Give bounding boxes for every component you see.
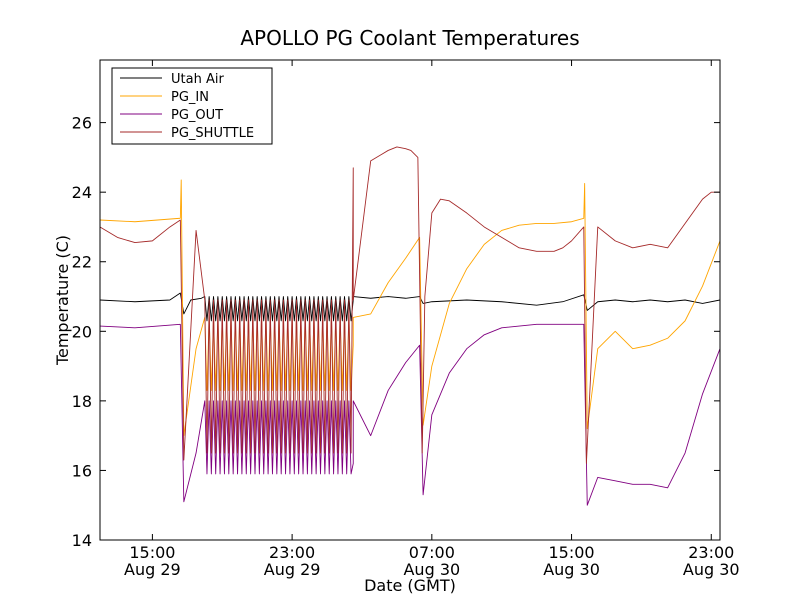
legend-label: PG_OUT bbox=[171, 108, 223, 123]
chart-title: APOLLO PG Coolant Temperatures bbox=[240, 26, 579, 50]
legend-label: PG_IN bbox=[171, 90, 209, 105]
legend: Utah Air PG_IN PG_OUT PG_SHUTTLE bbox=[111, 67, 273, 145]
x-tick-label-time: 23:00 bbox=[688, 543, 734, 562]
x-tick-label-date: Aug 29 bbox=[124, 560, 181, 579]
x-axis-label: Date (GMT) bbox=[364, 576, 456, 595]
x-tick-label-time: 07:00 bbox=[409, 543, 455, 562]
plot-frame bbox=[99, 59, 721, 541]
y-tick-label: 26 bbox=[72, 114, 92, 133]
x-tick-label-time: 23:00 bbox=[269, 543, 315, 562]
y-tick-label: 18 bbox=[72, 392, 92, 411]
x-tick-label-date: Aug 30 bbox=[403, 560, 460, 579]
x-tick-label-date: Aug 30 bbox=[543, 560, 600, 579]
x-tick-label-date: Aug 30 bbox=[683, 560, 740, 579]
y-tick-label: 20 bbox=[72, 322, 92, 341]
series-line-pg-shuttle bbox=[100, 146, 720, 464]
x-tick-label-time: 15:00 bbox=[129, 543, 175, 562]
y-tick-label: 24 bbox=[72, 183, 92, 202]
x-tick-label-date: Aug 29 bbox=[264, 560, 321, 579]
y-axis-label: Temperature (C) bbox=[53, 235, 72, 366]
series-layer bbox=[100, 146, 720, 506]
legend-label: Utah Air bbox=[171, 72, 224, 87]
y-tick-label: 14 bbox=[72, 531, 92, 550]
legend-box bbox=[111, 67, 273, 145]
series-line-pg-out bbox=[100, 323, 720, 506]
x-tick-label-time: 15:00 bbox=[548, 543, 594, 562]
y-tick-label: 16 bbox=[72, 461, 92, 480]
legend-label: PG_SHUTTLE bbox=[171, 126, 254, 141]
y-tick-label: 22 bbox=[72, 253, 92, 272]
